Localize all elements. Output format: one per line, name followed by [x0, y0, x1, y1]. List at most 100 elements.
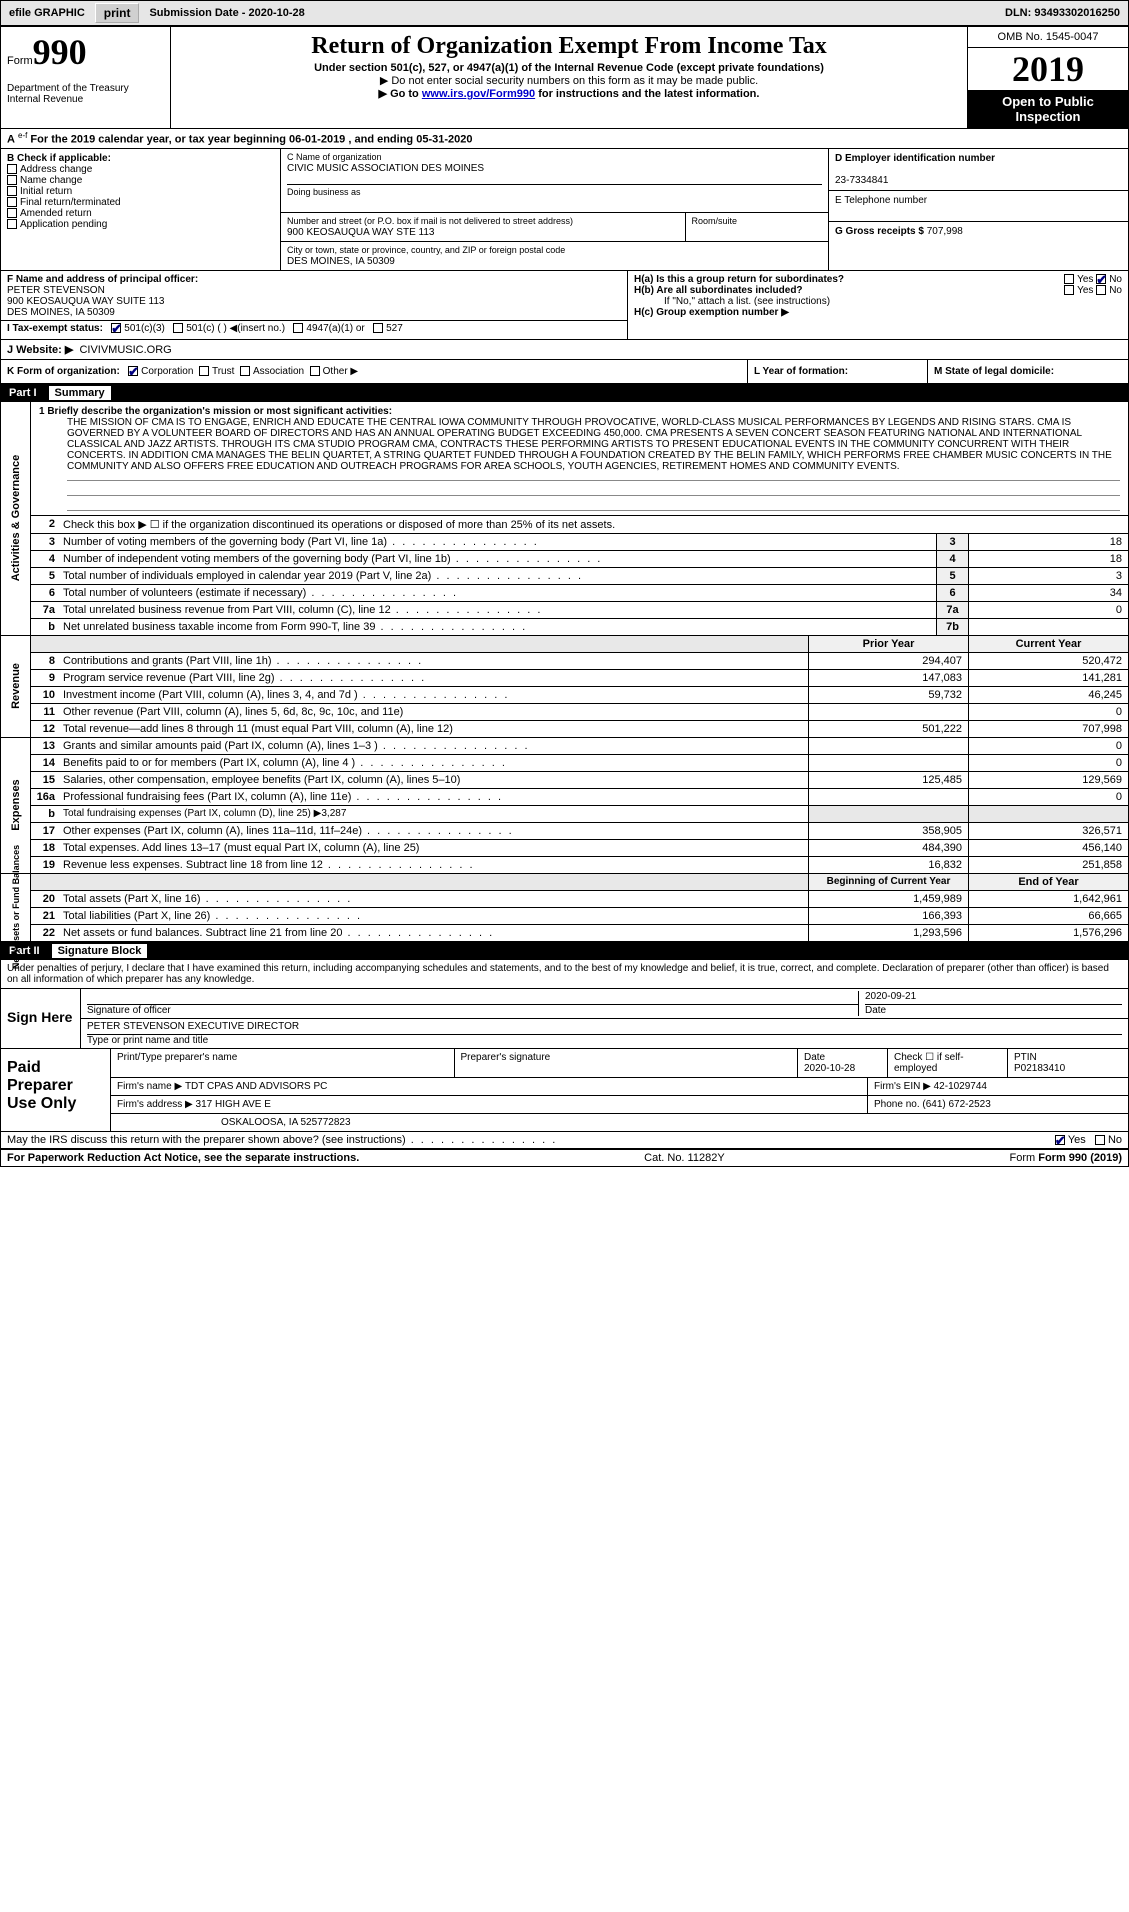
ein-value: 23-7334841: [835, 175, 888, 186]
f-name: PETER STEVENSON: [7, 285, 105, 296]
sig-name-value: PETER STEVENSON EXECUTIVE DIRECTOR: [87, 1021, 299, 1032]
firm-name-value: TDT CPAS AND ADVISORS PC: [185, 1081, 327, 1092]
ein-label: D Employer identification number: [835, 153, 995, 164]
line-11: 11Other revenue (Part VIII, column (A), …: [31, 704, 1128, 721]
sig-date-value: 2020-09-21: [865, 991, 916, 1002]
line-2: 2 Check this box ▶ ☐ if the organization…: [31, 516, 1128, 534]
chk-501c[interactable]: [173, 323, 183, 333]
firm-name-label: Firm's name ▶: [117, 1081, 182, 1092]
chk-hb-yes[interactable]: [1064, 285, 1074, 295]
f-addr2: DES MOINES, IA 50309: [7, 307, 115, 318]
street-label: Number and street (or P.O. box if mail i…: [287, 216, 573, 226]
chk-527[interactable]: [373, 323, 383, 333]
k-label: K Form of organization:: [7, 366, 120, 377]
exp-content: 13Grants and similar amounts paid (Part …: [31, 738, 1128, 873]
chk-addr-change[interactable]: [7, 164, 17, 174]
line-19: 19Revenue less expenses. Subtract line 1…: [31, 857, 1128, 873]
org-name-cell: C Name of organization CIVIC MUSIC ASSOC…: [281, 149, 828, 212]
lbl-ha-yes: Yes: [1077, 274, 1093, 285]
line-17: 17Other expenses (Part IX, column (A), l…: [31, 823, 1128, 840]
lbl-addr-change: Address change: [20, 164, 92, 175]
form-subtitle-3: ▶ Go to www.irs.gov/Form990 for instruct…: [177, 87, 961, 100]
firm-ein-label: Firm's EIN ▶: [874, 1081, 931, 1092]
lbl-other: Other ▶: [323, 366, 358, 377]
chk-assoc[interactable]: [240, 366, 250, 376]
row-a: A e-f For the 2019 calendar year, or tax…: [1, 129, 1128, 149]
hc-row: H(c) Group exemption number ▶: [634, 307, 1122, 318]
firm-phone-value: (641) 672-2523: [922, 1099, 990, 1110]
discuss-row: May the IRS discuss this return with the…: [1, 1132, 1128, 1149]
row-a-label: A: [7, 134, 15, 146]
ptin-label: PTIN: [1014, 1052, 1037, 1063]
sign-here-section: Sign Here Signature of officer 2020-09-2…: [1, 989, 1128, 1049]
chk-name-change[interactable]: [7, 175, 17, 185]
row-j: J Website: ▶ CIVIVMUSIC.ORG: [1, 340, 1128, 360]
firm-ein-value: 42-1029744: [934, 1081, 987, 1092]
sig-name-row: PETER STEVENSON EXECUTIVE DIRECTOR Type …: [81, 1019, 1128, 1048]
chk-other[interactable]: [310, 366, 320, 376]
lbl-amended: Amended return: [20, 208, 92, 219]
lbl-501c: 501(c) ( ) ◀(insert no.): [186, 323, 285, 334]
footer-left: For Paperwork Reduction Act Notice, see …: [7, 1152, 359, 1164]
chk-app-pending[interactable]: [7, 219, 17, 229]
j-label: J Website: ▶: [7, 344, 73, 356]
beg-year-hdr: Beginning of Current Year: [808, 874, 968, 890]
dln-area: DLN: 93493302016250: [1005, 7, 1126, 19]
mission-label: 1 Briefly describe the organization's mi…: [39, 406, 392, 417]
tab-rev-label: Revenue: [10, 663, 22, 709]
gross-label: G Gross receipts $: [835, 226, 927, 237]
form-subtitle-1: Under section 501(c), 527, or 4947(a)(1)…: [177, 62, 961, 74]
paid-preparer-label: Paid Preparer Use Only: [1, 1049, 111, 1131]
chk-hb-no[interactable]: [1096, 285, 1106, 295]
city-label: City or town, state or province, country…: [287, 245, 565, 255]
row-a-sup: e-f: [18, 131, 27, 140]
chk-initial[interactable]: [7, 186, 17, 196]
part-2-header: Part II Signature Block: [1, 942, 1128, 960]
chk-4947[interactable]: [293, 323, 303, 333]
net-header: Beginning of Current Year End of Year: [31, 874, 1128, 891]
paid-row-1: Print/Type preparer's name Preparer's si…: [111, 1049, 1128, 1078]
dba-label: Doing business as: [287, 187, 361, 197]
lbl-corp: Corporation: [141, 366, 193, 377]
dept-treasury: Department of the Treasury Internal Reve…: [1, 79, 171, 129]
line-4: 4Number of independent voting members of…: [31, 551, 1128, 568]
revenue-section: Revenue Prior Year Current Year 8Contrib…: [1, 636, 1128, 738]
col-d: D Employer identification number 23-7334…: [828, 149, 1128, 270]
l-year-formation: L Year of formation:: [748, 360, 928, 383]
lbl-hb-yes: Yes: [1077, 285, 1093, 296]
chk-ha-yes[interactable]: [1064, 274, 1074, 284]
chk-trust[interactable]: [199, 366, 209, 376]
omb-number: OMB No. 1545-0047: [968, 27, 1128, 48]
line-8: 8Contributions and grants (Part VIII, li…: [31, 653, 1128, 670]
row-a-mid: , and ending: [348, 134, 416, 146]
chk-amended[interactable]: [7, 208, 17, 218]
tab-activities-governance: Activities & Governance: [1, 402, 31, 635]
mission-block: 1 Briefly describe the organization's mi…: [31, 402, 1128, 516]
tab-exp-label: Expenses: [10, 779, 22, 830]
chk-discuss-no[interactable]: [1095, 1135, 1105, 1145]
chk-ha-no[interactable]: [1096, 274, 1106, 284]
subdate-label: Submission Date -: [149, 7, 248, 19]
prior-year-hdr: Prior Year: [808, 636, 968, 652]
chk-corp[interactable]: [128, 366, 138, 376]
col-c: C Name of organization CIVIC MUSIC ASSOC…: [281, 149, 828, 270]
paid-row-3: Firm's address ▶ 317 HIGH AVE E Phone no…: [111, 1096, 1128, 1114]
line-5: 5Total number of individuals employed in…: [31, 568, 1128, 585]
rev-content: Prior Year Current Year 8Contributions a…: [31, 636, 1128, 737]
chk-501c3[interactable]: [111, 323, 121, 333]
street-value: 900 KEOSAUQUA WAY STE 113: [287, 227, 434, 238]
lbl-501c3: 501(c)(3): [124, 323, 165, 334]
lbl-trust: Trust: [212, 366, 234, 377]
part-1-header: Part I Summary: [1, 384, 1128, 402]
irs-link[interactable]: www.irs.gov/Form990: [422, 88, 535, 100]
prep-date-label: Date: [804, 1052, 825, 1063]
ptin-value: P02183410: [1014, 1063, 1065, 1074]
chk-discuss-yes[interactable]: [1055, 1135, 1065, 1145]
print-button[interactable]: print: [95, 3, 140, 23]
firm-addr1: 317 HIGH AVE E: [196, 1099, 271, 1110]
sig-date-label: Date: [865, 1005, 886, 1016]
ha-label: H(a) Is this a group return for subordin…: [634, 274, 844, 285]
row-a-begin: 06-01-2019: [289, 134, 345, 146]
current-year-hdr: Current Year: [968, 636, 1128, 652]
chk-final[interactable]: [7, 197, 17, 207]
